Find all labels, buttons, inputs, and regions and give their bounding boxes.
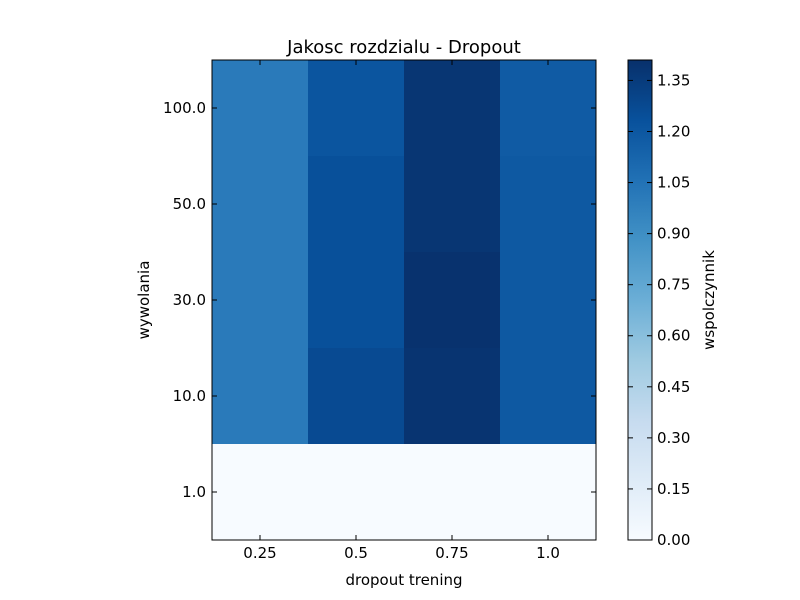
colorbar-tick-label: 1.05	[657, 174, 690, 192]
colorbar-tick-label: 1.20	[657, 122, 690, 140]
heatmap-cell	[308, 156, 405, 253]
heatmap-cell	[404, 60, 501, 157]
heatmap-cells	[212, 60, 597, 541]
x-tick-label: 0.25	[243, 544, 276, 562]
heatmap-cell	[212, 60, 309, 157]
colorbar-tick-label: 0.15	[657, 480, 690, 498]
x-axis-label: dropout trening	[345, 571, 462, 589]
x-axis-ticks: 0.25 0.5 0.75 1.0	[243, 60, 560, 562]
heatmap-cell	[212, 252, 309, 349]
y-tick-label: 100.0	[163, 99, 206, 117]
heatmap-cell	[212, 444, 309, 541]
heatmap-cell	[308, 60, 405, 157]
heatmap-cell	[500, 444, 597, 541]
x-tick-label: 1.0	[536, 544, 560, 562]
colorbar-ticks: 0.00 0.15 0.30 0.45 0.60 0.75 0.90 1.05 1.20 1.35	[628, 71, 690, 549]
heatmap-cell	[500, 156, 597, 253]
y-tick-label: 10.0	[173, 387, 206, 405]
heatmap-cell	[404, 156, 501, 253]
colorbar-tick-label: 0.00	[657, 531, 690, 549]
heatmap-cell	[500, 60, 597, 157]
heatmap-cell	[308, 252, 405, 349]
colorbar-label: wspolczynnik	[700, 250, 718, 350]
x-tick-label: 0.5	[344, 544, 368, 562]
colorbar	[627, 59, 653, 541]
colorbar-tick-label: 0.90	[657, 225, 690, 243]
y-axis-label: wywolania	[135, 261, 153, 340]
heatmap-cell	[500, 348, 597, 445]
y-tick-label: 50.0	[173, 195, 206, 213]
heatmap-cell	[212, 156, 309, 253]
heatmap-cell	[308, 444, 405, 541]
colorbar-tick-label: 0.60	[657, 327, 690, 345]
y-tick-label: 30.0	[173, 291, 206, 309]
x-tick-label: 0.75	[435, 544, 468, 562]
colorbar-tick-label: 0.45	[657, 378, 690, 396]
heatmap-cell	[404, 252, 501, 349]
heatmap-cell	[500, 252, 597, 349]
heatmap-cell	[308, 348, 405, 445]
y-axis-ticks: 100.0 50.0 30.0 10.0 1.0	[163, 99, 596, 501]
heatmap-cell	[212, 348, 309, 445]
colorbar-tick-label: 0.30	[657, 429, 690, 447]
colorbar-tick-label: 0.75	[657, 276, 690, 294]
heatmap-cell	[404, 444, 501, 541]
chart-title: Jakosc rozdzialu - Dropout	[286, 37, 521, 58]
y-tick-label: 1.0	[182, 483, 206, 501]
colorbar-tick-label: 1.35	[657, 71, 690, 89]
heatmap-cell	[404, 348, 501, 445]
